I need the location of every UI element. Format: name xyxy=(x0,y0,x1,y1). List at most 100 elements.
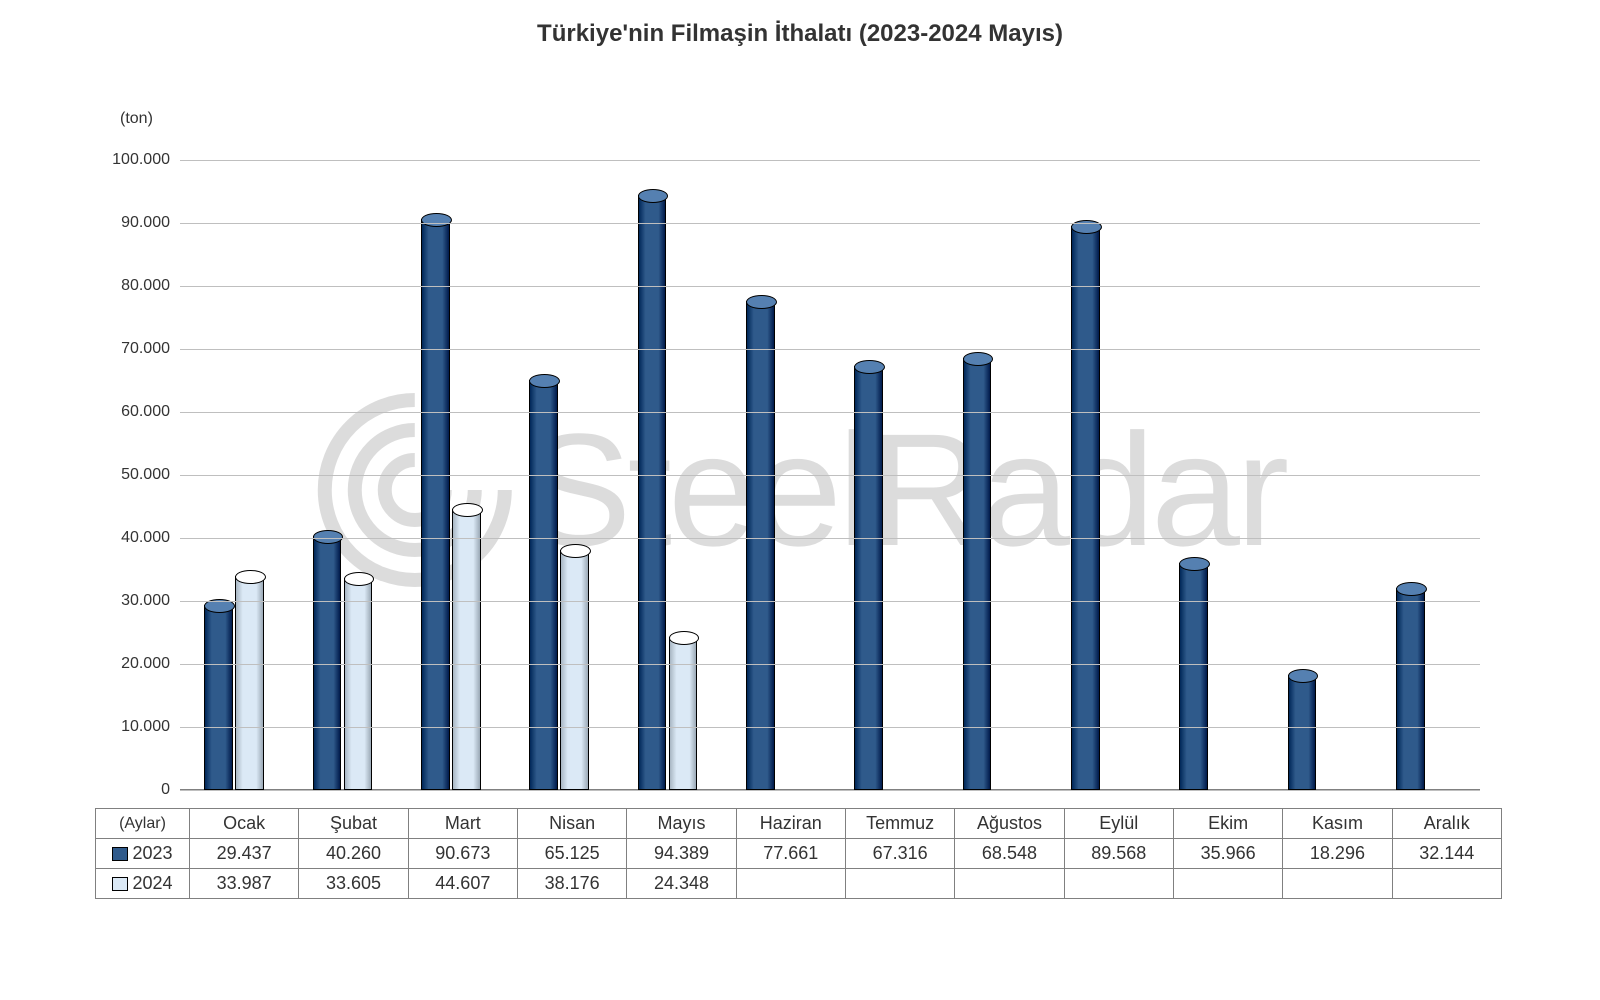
gridline xyxy=(180,664,1480,665)
bar-cap xyxy=(669,631,700,645)
month-header: Nisan xyxy=(517,809,626,839)
bar-2024 xyxy=(669,637,698,790)
table-cell xyxy=(1392,869,1501,899)
bar-cap xyxy=(344,572,375,586)
x-axis-label: (Aylar) xyxy=(96,809,190,839)
month-header: Haziran xyxy=(736,809,845,839)
table-cell: 40.260 xyxy=(299,839,408,869)
bar-2023 xyxy=(638,195,667,790)
bar-cap xyxy=(1179,557,1210,571)
plot-area xyxy=(180,160,1480,790)
y-tick-label: 60.000 xyxy=(90,403,170,421)
legend-swatch-icon xyxy=(112,877,128,891)
table-cell xyxy=(1064,869,1173,899)
gridline xyxy=(180,286,1480,287)
bar-2024 xyxy=(235,576,264,790)
legend-swatch-icon xyxy=(112,847,128,861)
bar-cap xyxy=(235,570,266,584)
bar-2023 xyxy=(204,605,233,790)
y-unit-label: (ton) xyxy=(120,110,153,128)
table-row: 202329.43740.26090.67365.12594.38977.661… xyxy=(96,839,1502,869)
bar-2024 xyxy=(344,578,373,790)
table-cell xyxy=(1283,869,1392,899)
gridline xyxy=(180,349,1480,350)
table-cell: 29.437 xyxy=(190,839,299,869)
bar-2024 xyxy=(560,550,589,791)
y-tick-label: 70.000 xyxy=(90,340,170,358)
table-cell xyxy=(1173,869,1282,899)
table-cell xyxy=(736,869,845,899)
month-header: Ekim xyxy=(1173,809,1282,839)
table-cell: 33.605 xyxy=(299,869,408,899)
gridline xyxy=(180,727,1480,728)
bar-cap xyxy=(638,189,669,203)
legend-text: 2023 xyxy=(132,843,172,863)
y-tick-label: 50.000 xyxy=(90,466,170,484)
gridline xyxy=(180,601,1480,602)
y-tick-label: 100.000 xyxy=(90,151,170,169)
gridline xyxy=(180,790,1480,791)
table-cell: 33.987 xyxy=(190,869,299,899)
bar-cap xyxy=(1396,582,1427,596)
y-tick-label: 20.000 xyxy=(90,655,170,673)
data-table: (Aylar)OcakŞubatMartNisanMayısHaziranTem… xyxy=(95,808,1502,899)
bar-2023 xyxy=(1396,588,1425,791)
table-cell xyxy=(845,869,954,899)
month-header: Mayıs xyxy=(627,809,736,839)
bar-2023 xyxy=(1071,226,1100,790)
series-header: 2024 xyxy=(96,869,190,899)
y-tick-label: 30.000 xyxy=(90,592,170,610)
month-header: Kasım xyxy=(1283,809,1392,839)
bar-cap xyxy=(421,213,452,227)
bar-cap xyxy=(560,544,591,558)
bar-cap xyxy=(452,503,483,517)
month-header: Ağustos xyxy=(955,809,1064,839)
bar-2024 xyxy=(452,509,481,790)
month-header: Temmuz xyxy=(845,809,954,839)
table-cell: 94.389 xyxy=(627,839,736,869)
y-tick-label: 0 xyxy=(90,781,170,799)
gridline xyxy=(180,475,1480,476)
table-cell xyxy=(955,869,1064,899)
chart-container: Türkiye'nin Filmaşin İthalatı (2023-2024… xyxy=(0,0,1600,1000)
bar-cap xyxy=(529,374,560,388)
series-header: 2023 xyxy=(96,839,190,869)
table-cell: 90.673 xyxy=(408,839,517,869)
table-cell: 38.176 xyxy=(517,869,626,899)
table-cell: 67.316 xyxy=(845,839,954,869)
y-tick-label: 10.000 xyxy=(90,718,170,736)
bar-cap xyxy=(963,352,994,366)
table-cell: 89.568 xyxy=(1064,839,1173,869)
bar-2023 xyxy=(421,219,450,790)
legend-text: 2024 xyxy=(132,873,172,893)
month-header: Ocak xyxy=(190,809,299,839)
bar-cap xyxy=(746,295,777,309)
chart-title: Türkiye'nin Filmaşin İthalatı (2023-2024… xyxy=(0,20,1600,48)
table-cell: 32.144 xyxy=(1392,839,1501,869)
table-cell: 24.348 xyxy=(627,869,736,899)
gridline xyxy=(180,160,1480,161)
table-cell: 65.125 xyxy=(517,839,626,869)
month-header: Şubat xyxy=(299,809,408,839)
bar-cap xyxy=(1288,669,1319,683)
table-header-row: (Aylar)OcakŞubatMartNisanMayısHaziranTem… xyxy=(96,809,1502,839)
bar-cap xyxy=(1071,220,1102,234)
gridline xyxy=(180,223,1480,224)
bar-2023 xyxy=(746,301,775,790)
y-tick-label: 90.000 xyxy=(90,214,170,232)
table-row: 2024 33.98733.60544.60738.17624.348 xyxy=(96,869,1502,899)
table-cell: 35.966 xyxy=(1173,839,1282,869)
gridline xyxy=(180,412,1480,413)
bar-2023 xyxy=(1288,675,1317,790)
month-header: Mart xyxy=(408,809,517,839)
table-cell: 44.607 xyxy=(408,869,517,899)
y-tick-label: 40.000 xyxy=(90,529,170,547)
month-header: Eylül xyxy=(1064,809,1173,839)
bar-2023 xyxy=(963,358,992,790)
y-tick-label: 80.000 xyxy=(90,277,170,295)
bar-2023 xyxy=(529,380,558,790)
month-header: Aralık xyxy=(1392,809,1501,839)
table-cell: 18.296 xyxy=(1283,839,1392,869)
bar-cap xyxy=(854,360,885,374)
table-cell: 68.548 xyxy=(955,839,1064,869)
